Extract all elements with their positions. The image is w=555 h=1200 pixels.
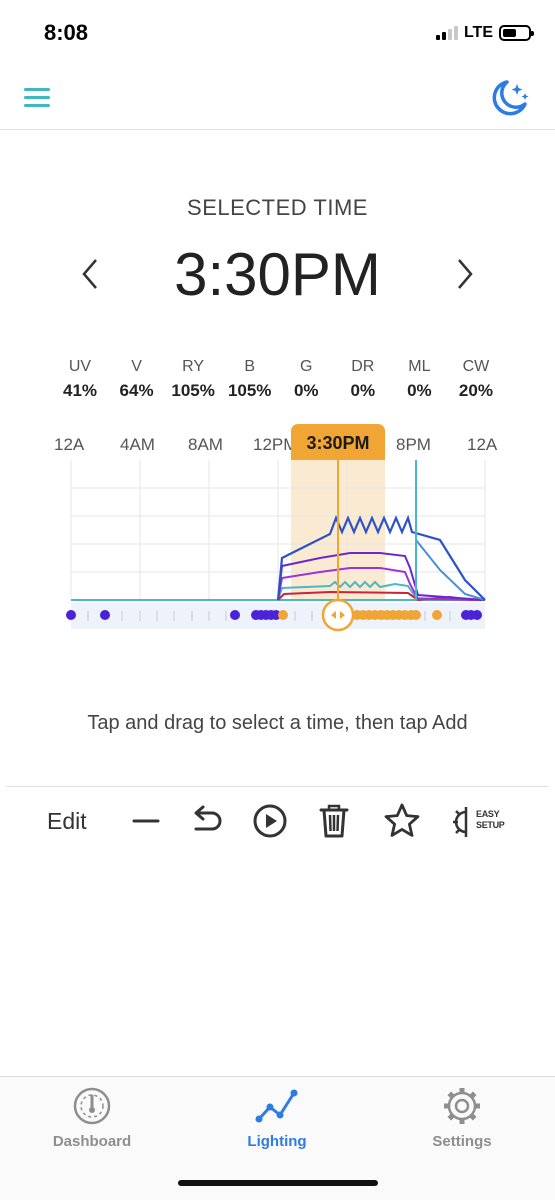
axis-label-12pm: 12PM: [253, 435, 298, 454]
status-bar: 8:08 LTE: [0, 0, 555, 66]
home-indicator: [178, 1180, 378, 1186]
edit-button[interactable]: Edit: [47, 808, 87, 834]
gear-icon: [444, 1088, 480, 1124]
network-label: LTE: [463, 24, 493, 41]
chart-grid: [70, 460, 486, 600]
tab-bar: Dashboard Lighting Settings: [0, 1076, 555, 1200]
battery-icon: [499, 25, 534, 41]
series-cw-tail: [415, 539, 486, 601]
timeline-ticks: [87, 611, 451, 621]
easy-setup-button[interactable]: EASY SETUP: [452, 805, 512, 839]
edit-toolbar: Edit EASY SETUP: [6, 786, 549, 854]
menu-icon[interactable]: [24, 88, 50, 108]
chevron-right-icon[interactable]: [451, 254, 479, 294]
status-time: 8:08: [44, 20, 89, 45]
channel-values: UV 41% V 64% RY 105% B 105% G 0% DR 0% ML 0% CW…: [52, 358, 504, 401]
trash-icon[interactable]: [314, 801, 354, 841]
status-indicators: LTE: [435, 24, 534, 42]
selected-time-label: SELECTED TIME: [187, 195, 368, 220]
tab-settings[interactable]: Settings: [392, 1085, 532, 1150]
top-nav: [0, 66, 555, 130]
axis-label-8am: 8AM: [188, 435, 223, 454]
minus-icon[interactable]: [126, 801, 166, 841]
selected-time-row: 3:30PM: [0, 240, 555, 310]
easy-setup-label: EASY SETUP: [476, 809, 505, 830]
signal-icon: [435, 26, 458, 40]
sun-half-icon: [453, 807, 468, 837]
keyframe-points: [66, 610, 482, 620]
schedule-chart[interactable]: [0, 460, 555, 635]
channel-uv: UV 41%: [62, 358, 98, 400]
instruction-hint: Tap and drag to select a time, then tap …: [87, 712, 468, 734]
line-chart-icon: [255, 1089, 298, 1123]
channel-dr: DR 0%: [350, 358, 376, 400]
axis-label-12a-end: 12A: [467, 435, 498, 454]
axis-label-12a: 12A: [54, 435, 85, 454]
channel-ry: RY 105%: [171, 358, 215, 400]
tab-dashboard[interactable]: Dashboard: [22, 1085, 162, 1150]
cursor-handle: [321, 598, 355, 632]
channel-ml: ML 0%: [407, 358, 432, 400]
axis-label-8pm: 8PM: [396, 435, 431, 454]
moon-icon[interactable]: [487, 78, 531, 118]
channel-cw: CW 20%: [458, 358, 493, 400]
cursor-time-tag[interactable]: 3:30PM: [291, 424, 385, 462]
channel-b: B 105%: [227, 358, 272, 400]
series-cw: [277, 580, 486, 601]
selected-time-value: 3:30PM: [174, 241, 381, 308]
gauge-icon: [73, 1087, 111, 1125]
axis-label-4am: 4AM: [120, 435, 155, 454]
star-icon[interactable]: [382, 801, 422, 841]
chevron-left-icon[interactable]: [76, 254, 104, 294]
undo-icon[interactable]: [186, 801, 226, 841]
channel-v: V 64%: [119, 358, 154, 400]
channel-g: G 0%: [293, 358, 319, 400]
play-icon[interactable]: [250, 801, 290, 841]
tab-lighting[interactable]: Lighting: [207, 1085, 347, 1150]
